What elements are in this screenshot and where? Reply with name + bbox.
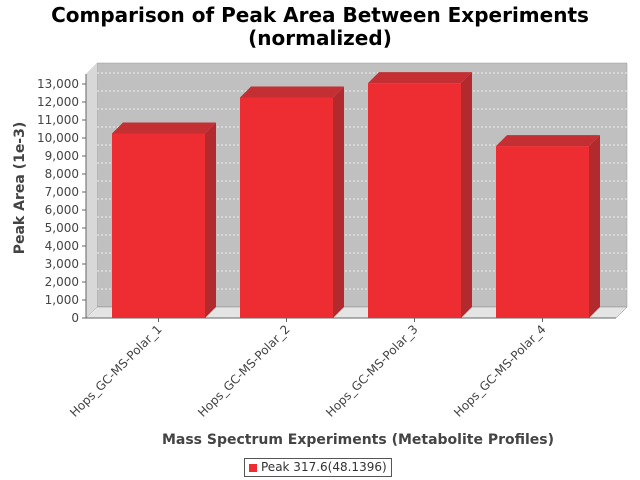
chart-title: Comparison of Peak Area Between Experime… xyxy=(51,3,589,27)
bar xyxy=(112,122,216,318)
y-tick-label: 6,000 xyxy=(45,203,79,217)
bar-side xyxy=(333,86,344,318)
bar-top xyxy=(368,72,472,84)
bar-front xyxy=(496,146,589,318)
bar-top xyxy=(240,86,344,98)
chart-subtitle: (normalized) xyxy=(248,26,392,50)
bar xyxy=(496,135,600,318)
bar-top xyxy=(496,135,600,147)
bar-front xyxy=(368,83,461,318)
y-tick-label: 11,000 xyxy=(37,113,79,127)
y-tick-label: 13,000 xyxy=(37,77,79,91)
bar xyxy=(368,72,472,318)
y-tick-label: 3,000 xyxy=(45,257,79,271)
bar-side xyxy=(461,72,472,318)
legend: Peak 317.6(48.1396) xyxy=(244,458,392,477)
x-tick-label: Hops_GC-MS-Polar_1 xyxy=(67,322,165,420)
bar-front xyxy=(112,133,205,318)
x-tick-label: Hops_GC-MS-Polar_3 xyxy=(323,322,421,420)
y-tick-label: 12,000 xyxy=(37,95,79,109)
bar-side xyxy=(205,122,216,318)
x-tick-label: Hops_GC-MS-Polar_2 xyxy=(195,322,293,420)
x-tick-label: Hops_GC-MS-Polar_4 xyxy=(451,322,549,420)
bar-side xyxy=(589,135,600,318)
y-tick-label: 10,000 xyxy=(37,131,79,145)
y-axis-title: Peak Area (1e-3) xyxy=(12,122,28,255)
y-tick-label: 9,000 xyxy=(45,149,79,163)
legend-label: Peak 317.6(48.1396) xyxy=(261,460,387,474)
legend-swatch xyxy=(249,463,257,472)
y-tick-label: 2,000 xyxy=(45,275,79,289)
bar-top xyxy=(112,122,216,134)
y-tick-label: 4,000 xyxy=(45,239,79,253)
y-tick-label: 1,000 xyxy=(45,293,79,307)
y-tick-label: 7,000 xyxy=(45,185,79,199)
bar xyxy=(240,86,344,318)
x-axis-title: Mass Spectrum Experiments (Metabolite Pr… xyxy=(162,432,554,448)
y-tick-label: 0 xyxy=(71,311,79,325)
bar-front xyxy=(240,97,333,318)
y-tick-label: 8,000 xyxy=(45,167,79,181)
plot-side-wall xyxy=(86,63,97,318)
y-tick-label: 5,000 xyxy=(45,221,79,235)
